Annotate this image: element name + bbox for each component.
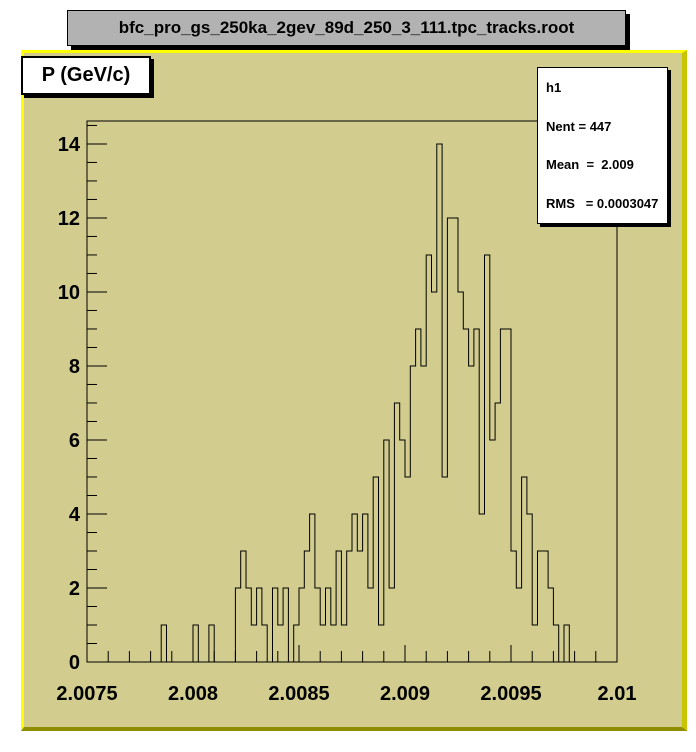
title-box: bfc_pro_gs_250ka_2gev_89d_250_3_111.tpc_… bbox=[67, 10, 626, 46]
x-tick-label: 2.0085 bbox=[268, 683, 329, 705]
y-tick-label: 14 bbox=[58, 134, 81, 156]
axis-title-box: P (GeV/c) bbox=[21, 56, 151, 95]
x-tick-label: 2.008 bbox=[168, 683, 218, 705]
stats-mean: Mean = 2.009 bbox=[546, 157, 634, 173]
y-tick-label: 12 bbox=[58, 208, 80, 230]
stats-box: h1 Nent = 447 Mean = 2.009 RMS = 0.00030… bbox=[537, 67, 668, 224]
plot-frame bbox=[86, 120, 618, 663]
y-tick-label: 4 bbox=[69, 504, 81, 526]
x-tick-label: 2.01 bbox=[598, 683, 637, 705]
x-tick-label: 2.0075 bbox=[56, 683, 117, 705]
stats-rms: RMS = 0.0003047 bbox=[546, 195, 659, 211]
y-tick-label: 6 bbox=[69, 430, 80, 452]
stats-entries: Nent = 447 bbox=[546, 118, 612, 134]
y-tick-label: 0 bbox=[69, 652, 80, 674]
x-tick-label: 2.0095 bbox=[480, 683, 541, 705]
x-tick-label: 2.009 bbox=[380, 683, 430, 705]
y-tick-label: 10 bbox=[58, 282, 80, 304]
y-tick-label: 2 bbox=[69, 578, 80, 600]
stats-hist-name: h1 bbox=[546, 80, 562, 95]
axis-title-text: P (GeV/c) bbox=[41, 64, 131, 86]
histogram-line bbox=[87, 143, 617, 663]
y-tick-label: 8 bbox=[69, 356, 80, 378]
title-text: bfc_pro_gs_250ka_2gev_89d_250_3_111.tpc_… bbox=[118, 18, 575, 37]
